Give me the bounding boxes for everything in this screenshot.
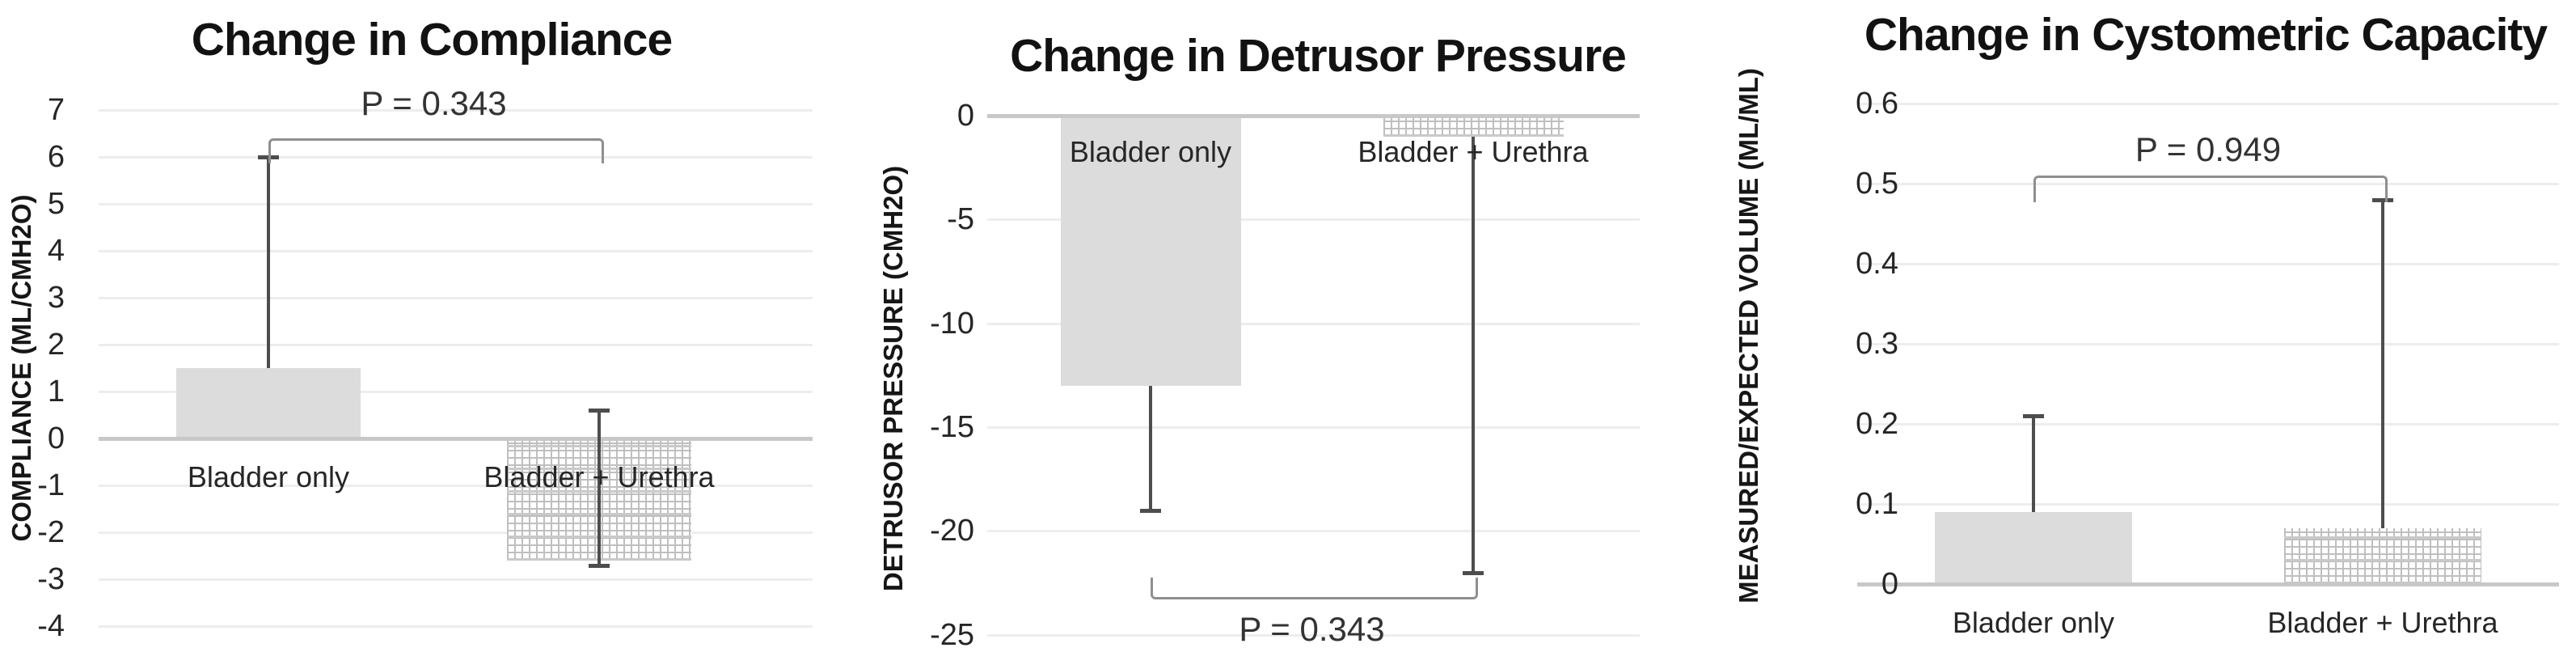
category-label-bladder-only: Bladder only: [1069, 135, 1232, 168]
y-tick-label: -20: [930, 514, 974, 548]
gridline: [987, 633, 1640, 637]
error-bar-cap: [1463, 570, 1484, 575]
gridline: [1857, 423, 2559, 426]
zero-axis-line: [1857, 582, 2559, 586]
y-tick-label: 0.2: [1856, 407, 1898, 441]
chart-title: Change in Cystometric Capacity: [1864, 9, 2548, 61]
y-axis-title: MEASURED/EXPECTED VOLUME (ML/ML): [1734, 68, 1763, 603]
p-value-label: P = 0.949: [2135, 130, 2282, 169]
gridline: [99, 578, 813, 581]
bar-bladder-only: [1935, 511, 2132, 584]
error-bar-bladder-only: [267, 157, 270, 368]
y-tick-label: 0.3: [1856, 327, 1898, 361]
y-tick-label: 0.6: [1856, 87, 1898, 121]
y-tick-label: 0: [956, 99, 974, 133]
y-tick-label: -25: [930, 617, 974, 652]
significance-bracket: [1151, 578, 1478, 600]
gridline: [1857, 503, 2559, 506]
bar-bladder-urethra: [2284, 527, 2481, 584]
y-tick-label: -2: [37, 515, 65, 549]
bar-bladder-urethra: [1383, 116, 1564, 137]
y-tick-label: -15: [930, 409, 974, 444]
p-value-label: P = 0.343: [361, 83, 507, 122]
significance-bracket: [268, 138, 604, 163]
gridline: [99, 109, 813, 112]
gridline: [1857, 263, 2559, 265]
category-label-bladder-only: Bladder only: [1952, 606, 2115, 639]
significance-bracket: [2033, 176, 2388, 203]
error-bar-cap: [2023, 414, 2044, 419]
gridline: [99, 391, 813, 393]
y-tick-label: -3: [37, 562, 65, 596]
chart-title: Change in Detrusor Pressure: [1010, 30, 1627, 82]
category-label-bladder-only: Bladder only: [187, 460, 350, 493]
gridline: [987, 322, 1640, 325]
gridline: [1857, 103, 2559, 105]
error-bar-bladder-only: [1149, 385, 1152, 510]
category-label-bladder-urethra: Bladder + Urethra: [1358, 135, 1589, 168]
y-tick-label: -10: [930, 306, 974, 341]
gridline: [1857, 343, 2559, 345]
gridline: [1857, 183, 2559, 185]
y-tick-label: 3: [47, 281, 65, 315]
y-tick-label: 6: [47, 140, 65, 174]
gridline: [99, 156, 813, 159]
gridline: [99, 485, 813, 487]
gridline: [987, 426, 1640, 429]
gridline: [987, 530, 1640, 533]
gridline: [99, 625, 813, 628]
error-bar-bladder-urethra: [598, 410, 601, 565]
p-value-label: P = 0.343: [1239, 610, 1385, 649]
zero-axis-line: [987, 114, 1640, 118]
y-tick-label: 1: [47, 375, 65, 409]
gridline: [987, 218, 1640, 222]
bar-bladder-only: [176, 368, 361, 438]
error-bar-cap: [589, 409, 610, 413]
y-tick-label: 0: [1881, 567, 1898, 601]
gridline: [99, 203, 813, 205]
gridline: [99, 344, 813, 346]
gridline: [99, 297, 813, 299]
gridline: [99, 250, 813, 252]
error-bar-bladder-urethra: [2381, 199, 2384, 528]
chart-title: Change in Compliance: [191, 14, 673, 66]
error-bar-bladder-urethra: [1472, 136, 1475, 573]
error-bar-cap: [1140, 508, 1161, 513]
error-bar-bladder-only: [2032, 416, 2035, 512]
y-tick-label: 4: [47, 234, 65, 268]
category-label-bladder-urethra: Bladder + Urethra: [484, 460, 715, 493]
y-tick-label: 5: [47, 187, 65, 221]
category-label-bladder-urethra: Bladder + Urethra: [2267, 606, 2498, 639]
y-tick-label: 0.5: [1856, 167, 1898, 201]
zero-axis-line: [99, 437, 813, 441]
y-tick-label: 0.4: [1856, 247, 1898, 281]
bar-bladder-only: [1060, 116, 1241, 386]
y-tick-label: -1: [37, 468, 65, 502]
y-tick-label: 0.1: [1856, 487, 1898, 521]
error-bar-cap: [589, 563, 610, 568]
y-tick-label: -4: [37, 609, 65, 643]
y-tick-label: -5: [947, 202, 974, 237]
gridline: [99, 531, 813, 534]
y-tick-label: 0: [47, 421, 65, 455]
y-tick-label: 2: [47, 328, 65, 362]
y-tick-label: 7: [47, 93, 65, 127]
